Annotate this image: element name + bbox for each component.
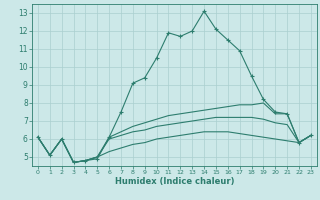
X-axis label: Humidex (Indice chaleur): Humidex (Indice chaleur) bbox=[115, 177, 234, 186]
